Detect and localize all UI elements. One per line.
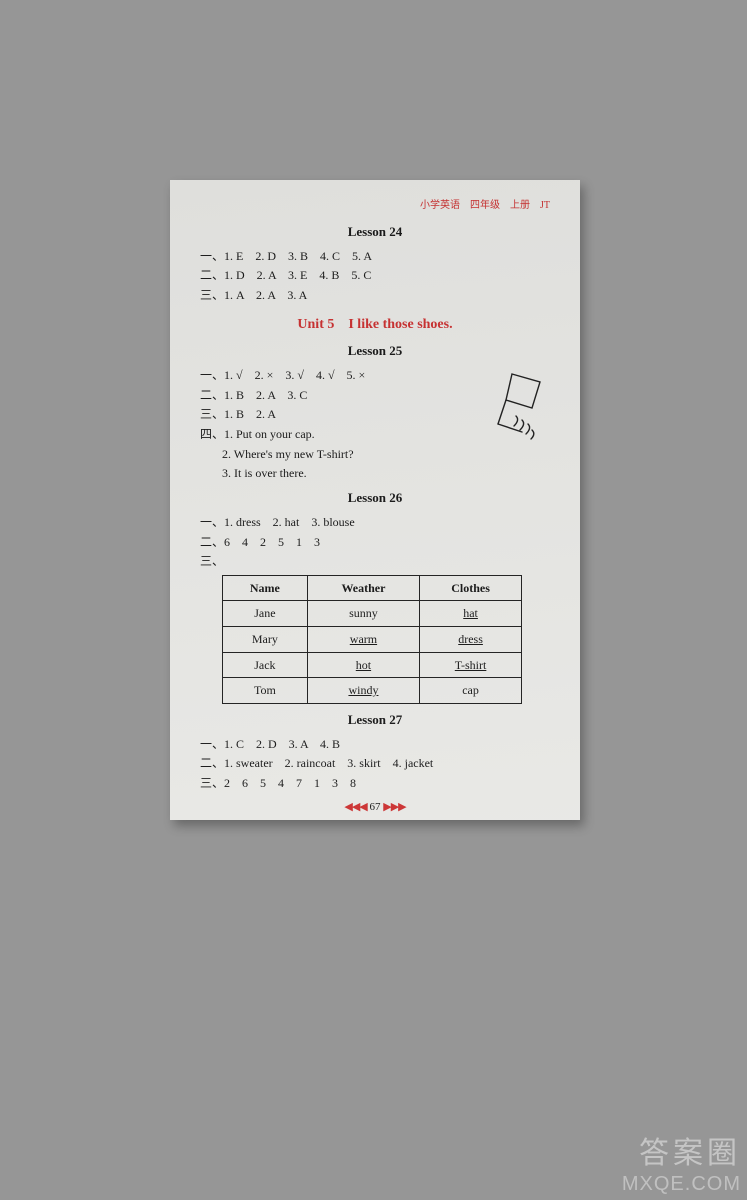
- cell: Tom: [223, 678, 308, 704]
- arrow-left-icon: ◀◀◀: [344, 801, 366, 813]
- table-row: Tom windy cap: [223, 678, 522, 704]
- cell: windy: [307, 678, 419, 704]
- answer-line: 二、1. sweater 2. raincoat 3. skirt 4. jac…: [200, 754, 550, 773]
- answer-line: 三、2 6 5 4 7 1 3 8: [200, 774, 550, 793]
- answer-line: 二、1. D 2. A 3. E 4. B 5. C: [200, 266, 550, 285]
- arrow-right-icon: ▶▶▶: [383, 801, 405, 813]
- col-weather: Weather: [307, 575, 419, 601]
- cell: hat: [420, 601, 522, 627]
- cell: Jack: [223, 652, 308, 678]
- answer-line: 一、1. C 2. D 3. A 4. B: [200, 735, 550, 754]
- answer-line: 一、1. dress 2. hat 3. blouse: [200, 513, 550, 532]
- answer-subline: 2. Where's my new T-shirt?: [200, 445, 550, 464]
- watermark-text-cn: 答案圈: [639, 1128, 741, 1172]
- page-number: ◀◀◀ 67 ▶▶▶: [200, 799, 550, 816]
- answer-line: 二、6 4 2 5 1 3: [200, 533, 550, 552]
- answer-line: 三、1. B 2. A: [200, 405, 550, 424]
- lesson-24-title: Lesson 24: [200, 222, 550, 242]
- col-clothes: Clothes: [420, 575, 522, 601]
- cell: Mary: [223, 626, 308, 652]
- page-number-value: 67: [370, 801, 381, 813]
- answer-line: 四、1. Put on your cap.: [200, 425, 550, 444]
- answer-line: 三、1. A 2. A 3. A: [200, 286, 550, 305]
- cell: T-shirt: [420, 652, 522, 678]
- lesson-26-title: Lesson 26: [200, 488, 550, 508]
- answer-line: 一、1. E 2. D 3. B 4. C 5. A: [200, 247, 550, 266]
- answer-line: 三、: [200, 552, 550, 571]
- answer-subline: 3. It is over there.: [200, 464, 550, 483]
- page-header: 小学英语 四年级 上册 JT: [200, 198, 550, 214]
- table-header-row: Name Weather Clothes: [223, 575, 522, 601]
- lesson-25-title: Lesson 25: [200, 341, 550, 361]
- lesson-27-title: Lesson 27: [200, 710, 550, 730]
- answer-line: 二、1. B 2. A 3. C: [200, 386, 550, 405]
- table-row: Jane sunny hat: [223, 601, 522, 627]
- cell: sunny: [307, 601, 419, 627]
- weather-clothes-table: Name Weather Clothes Jane sunny hat Mary…: [222, 575, 522, 704]
- document-page: 小学英语 四年级 上册 JT Lesson 24 一、1. E 2. D 3. …: [170, 180, 580, 820]
- col-name: Name: [223, 575, 308, 601]
- cell: warm: [307, 626, 419, 652]
- unit-5-title: Unit 5 I like those shoes.: [200, 314, 550, 336]
- table-row: Jack hot T-shirt: [223, 652, 522, 678]
- watermark-text-url: MXQE.COM: [622, 1173, 741, 1196]
- cell: hot: [307, 652, 419, 678]
- cell: cap: [420, 678, 522, 704]
- table-row: Mary warm dress: [223, 626, 522, 652]
- cell: dress: [420, 626, 522, 652]
- answer-line: 一、1. √ 2. × 3. √ 4. √ 5. ×: [200, 366, 550, 385]
- cell: Jane: [223, 601, 308, 627]
